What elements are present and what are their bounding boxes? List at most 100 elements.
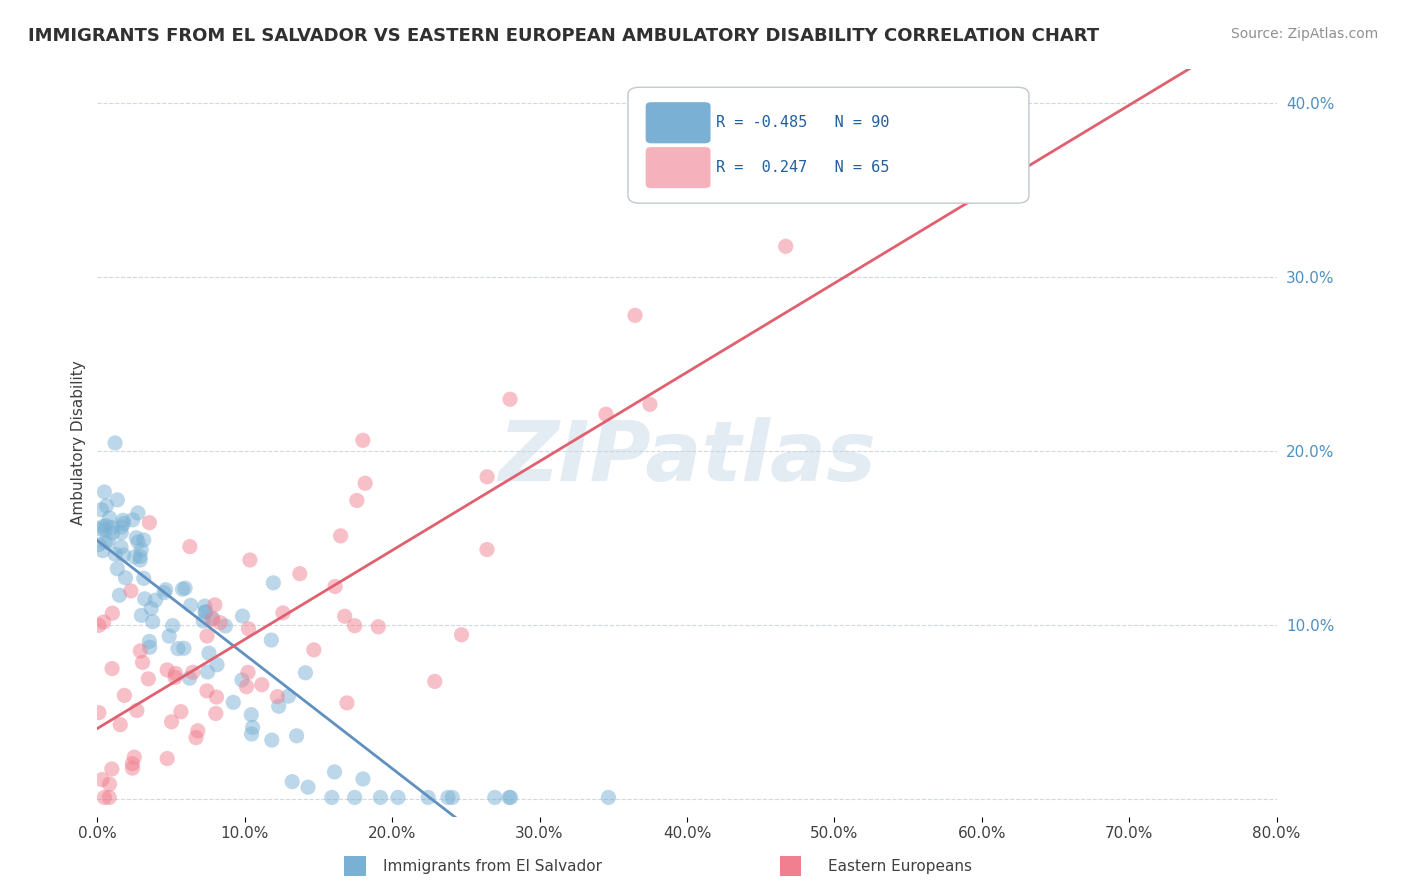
Point xyxy=(131,656,153,670)
Point xyxy=(475,542,498,557)
Point xyxy=(323,764,346,779)
Point xyxy=(180,599,202,613)
Text: R = -0.485   N = 90: R = -0.485 N = 90 xyxy=(717,115,890,130)
Point xyxy=(93,790,115,805)
Point xyxy=(136,672,159,686)
Point xyxy=(321,790,343,805)
Point xyxy=(239,553,262,567)
Point xyxy=(131,608,153,623)
Point xyxy=(181,665,204,680)
Point xyxy=(232,609,254,624)
Point xyxy=(94,523,117,537)
Point xyxy=(104,547,127,561)
Point xyxy=(138,640,160,655)
Point xyxy=(222,695,245,709)
Point xyxy=(285,729,308,743)
Point xyxy=(323,579,346,593)
Point xyxy=(329,529,352,543)
Point xyxy=(156,751,179,765)
Point xyxy=(165,670,187,684)
Point xyxy=(184,731,207,745)
Point xyxy=(90,502,112,516)
Point xyxy=(288,566,311,581)
Point xyxy=(231,673,253,687)
Text: Immigrants from El Salvador: Immigrants from El Salvador xyxy=(382,859,602,874)
Point xyxy=(170,705,193,719)
Point xyxy=(240,727,263,741)
Text: Eastern Europeans: Eastern Europeans xyxy=(828,859,972,874)
Point xyxy=(110,520,132,534)
Point xyxy=(125,531,148,545)
Point xyxy=(235,680,257,694)
Point xyxy=(153,585,176,599)
Point xyxy=(157,629,180,643)
Point xyxy=(174,581,197,595)
Text: Source: ZipAtlas.com: Source: ZipAtlas.com xyxy=(1230,27,1378,41)
Point xyxy=(96,518,118,533)
Point xyxy=(162,618,184,632)
Point xyxy=(277,689,299,703)
Point xyxy=(194,605,217,619)
Point xyxy=(104,436,127,450)
Point xyxy=(204,706,226,721)
Point xyxy=(142,615,165,629)
Point xyxy=(89,522,111,536)
Point xyxy=(110,525,132,540)
Point xyxy=(91,772,114,787)
Point xyxy=(97,533,120,548)
Point xyxy=(354,476,377,491)
Point xyxy=(167,641,190,656)
Point xyxy=(121,513,143,527)
Y-axis label: Ambulatory Disability: Ambulatory Disability xyxy=(72,360,86,524)
Point xyxy=(333,609,356,624)
Point xyxy=(187,723,209,738)
Point xyxy=(387,790,409,805)
Point xyxy=(129,644,152,658)
Point xyxy=(194,605,217,619)
Point xyxy=(336,696,359,710)
Point xyxy=(195,684,218,698)
Point xyxy=(105,562,128,576)
Point xyxy=(98,777,121,791)
Point xyxy=(129,549,152,564)
FancyBboxPatch shape xyxy=(645,147,710,188)
Point xyxy=(87,538,110,552)
Point xyxy=(193,614,215,628)
Point xyxy=(101,520,124,534)
FancyBboxPatch shape xyxy=(628,87,1029,203)
Point xyxy=(112,513,135,527)
Point xyxy=(112,548,135,562)
Point xyxy=(238,622,260,636)
Point xyxy=(129,542,152,557)
Point xyxy=(266,690,288,704)
Point xyxy=(624,308,647,322)
Point xyxy=(93,615,115,629)
Point xyxy=(122,750,145,764)
Point xyxy=(499,790,522,805)
Point xyxy=(416,790,439,805)
Text: R =  0.247   N = 65: R = 0.247 N = 65 xyxy=(717,160,890,175)
Point xyxy=(498,790,520,805)
Point xyxy=(267,699,290,714)
Point xyxy=(201,612,224,626)
Point xyxy=(205,657,228,672)
Point xyxy=(195,629,218,643)
Point xyxy=(638,397,661,411)
Point xyxy=(352,772,374,786)
Point xyxy=(87,706,110,720)
Point xyxy=(112,516,135,531)
Point xyxy=(93,485,115,500)
Point xyxy=(141,601,163,615)
Point xyxy=(775,239,797,253)
Point xyxy=(165,666,187,681)
Point xyxy=(194,599,217,613)
Point xyxy=(172,582,194,596)
Point xyxy=(110,540,132,554)
Point xyxy=(262,575,284,590)
Point xyxy=(132,571,155,585)
Point xyxy=(242,720,264,734)
Point xyxy=(160,714,183,729)
Point xyxy=(87,618,110,632)
Point xyxy=(179,671,201,685)
Point xyxy=(91,519,114,533)
